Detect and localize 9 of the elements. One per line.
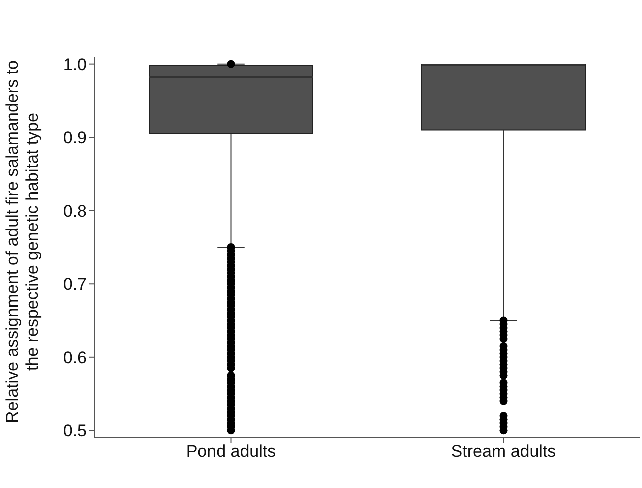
y-tick-label: 0.8	[63, 202, 87, 221]
y-tick-label: 0.6	[63, 348, 87, 368]
x-tick-label: Stream adults	[451, 442, 556, 462]
y-tick-label: 1.0	[63, 55, 87, 74]
y-tick-label: 0.7	[63, 275, 87, 294]
y-tick-label: 0.9	[63, 128, 87, 148]
x-tick-label: Pond adults	[186, 442, 276, 462]
y-tick-label: 0.5	[63, 422, 87, 441]
y-axis-title: Relative assignment of adult fire salamanders to the respective genetic habitat type	[3, 60, 43, 426]
